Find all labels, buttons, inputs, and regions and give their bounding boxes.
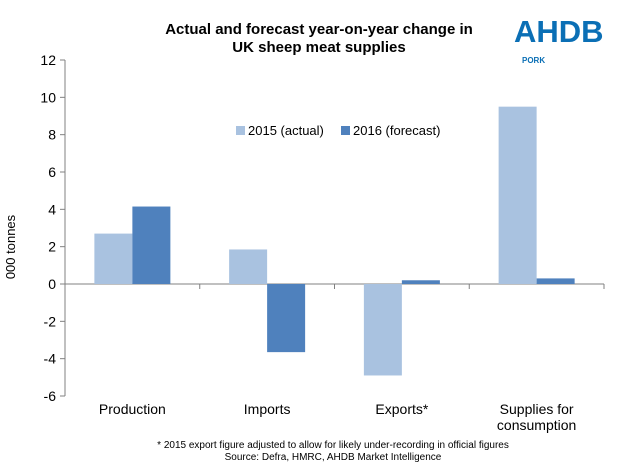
- bars: [94, 106, 575, 376]
- y-tick-label: 12: [40, 52, 56, 68]
- bar-2015-production: [94, 233, 133, 284]
- x-category-label: Production: [99, 401, 166, 417]
- y-tick-label: 0: [48, 276, 56, 292]
- x-category-label: Supplies for: [500, 401, 574, 417]
- bar-2016-supplies-for-consumption: [536, 278, 575, 284]
- y-tick-label: 6: [48, 164, 56, 180]
- x-category-label: Exports*: [375, 401, 428, 417]
- y-tick-label: -2: [44, 313, 57, 329]
- x-category-label: Imports: [244, 401, 291, 417]
- legend-label-2015: 2015 (actual): [248, 123, 324, 138]
- legend-swatch-2015: [236, 126, 245, 135]
- logo-subtext: PORK: [522, 56, 545, 65]
- ahdb-logo: AHDB PORK: [514, 14, 604, 65]
- source-note: Source: Defra, HMRC, AHDB Market Intelli…: [225, 452, 442, 463]
- y-ticks: 12 10 8 6 4 2 0 -2 -4 -6: [40, 52, 65, 404]
- bar-2016-exports: [401, 280, 440, 284]
- x-ticks: [64, 284, 605, 289]
- x-category-label: consumption: [497, 417, 576, 433]
- legend-label-2016: 2016 (forecast): [353, 123, 440, 138]
- chart-title-line-2: UK sheep meat supplies: [232, 39, 405, 56]
- logo-text: AHDB: [514, 14, 604, 49]
- bar-2016-production: [132, 206, 171, 284]
- bar-2015-supplies-for-consumption: [498, 106, 537, 285]
- y-axis-title: 000 tonnes: [3, 214, 18, 279]
- y-tick-label: 4: [48, 201, 56, 217]
- bar-2015-imports: [229, 249, 268, 284]
- category-labels: Production Imports Exports* Supplies forcon…: [99, 401, 576, 433]
- y-tick-label: -4: [44, 351, 57, 367]
- bar-2016-imports: [267, 284, 306, 353]
- bar-2015-exports: [363, 284, 402, 376]
- y-tick-label: 10: [40, 89, 56, 105]
- legend: 2015 (actual) 2016 (forecast): [236, 123, 440, 138]
- y-tick-label: -6: [44, 388, 57, 404]
- y-tick-label: 8: [48, 127, 56, 143]
- chart-title-line-1: Actual and forecast year-on-year change …: [165, 21, 473, 38]
- footnote: * 2015 export figure adjusted to allow f…: [157, 440, 509, 451]
- y-tick-label: 2: [48, 239, 56, 255]
- legend-swatch-2016: [341, 126, 350, 135]
